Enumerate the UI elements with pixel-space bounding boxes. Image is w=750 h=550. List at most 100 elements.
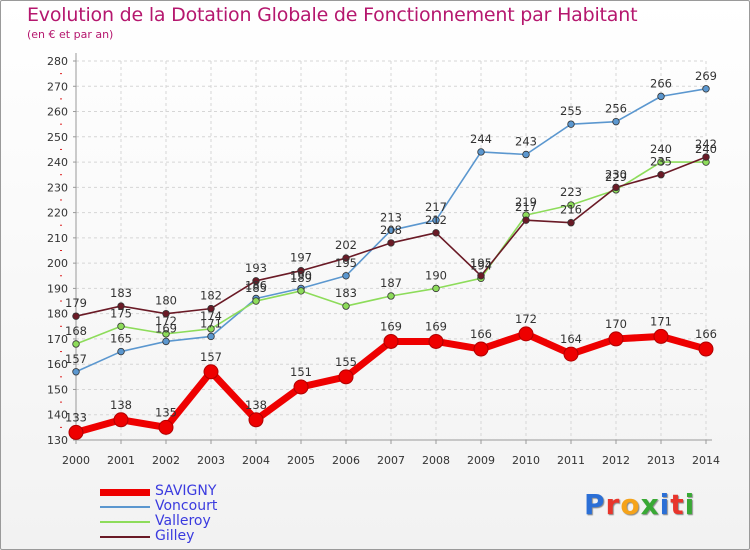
- point-valleroy: [432, 284, 440, 293]
- value-label-valleroy: 240: [650, 142, 672, 156]
- value-label-valleroy: 183: [335, 286, 357, 300]
- point-savigny: [248, 412, 264, 428]
- value-label-voncourt: 255: [560, 104, 582, 118]
- chart-subtitle: (en € et par an): [27, 28, 114, 41]
- value-label-savigny: 138: [110, 398, 132, 412]
- legend-label-savigny: SAVIGNY: [155, 483, 217, 499]
- value-label-savigny: 164: [560, 332, 582, 346]
- point-valleroy: [297, 287, 305, 295]
- point-gilley: [297, 267, 305, 275]
- point-gilley: [207, 304, 215, 313]
- grid-layer: [75, 60, 707, 441]
- x-tick-label: 2003: [197, 454, 225, 467]
- x-tick-label: 2004: [242, 454, 270, 467]
- point-gilley: [117, 302, 125, 310]
- x-tick-label: 2005: [287, 454, 315, 467]
- x-tick-label: 2007: [377, 454, 405, 467]
- point-valleroy: [657, 158, 665, 166]
- point-gilley: [72, 312, 80, 320]
- value-label-voncourt: 157: [65, 352, 87, 366]
- legend-swatch-gilley: [100, 536, 150, 538]
- value-label-gilley: 217: [515, 200, 537, 214]
- x-tick-label: 2008: [422, 454, 450, 467]
- x-tick-label: 2013: [647, 454, 675, 467]
- value-label-savigny: 166: [470, 327, 492, 341]
- point-valleroy: [387, 292, 395, 300]
- point-voncourt: [432, 216, 440, 224]
- y-tick-label: 150: [47, 383, 68, 396]
- point-voncourt: [207, 332, 215, 341]
- legend-swatch-savigny: [100, 488, 150, 496]
- proxiti-logo: Proxiti: [584, 488, 695, 521]
- point-savigny: [383, 333, 399, 349]
- logo-letter: P: [584, 488, 606, 521]
- value-label-gilley: 212: [425, 213, 447, 227]
- value-label-savigny: 169: [380, 319, 402, 333]
- chart-title: Evolution de la Dotation Globale de Fonc…: [27, 4, 638, 26]
- x-tick-label: 2012: [602, 454, 630, 467]
- axis-layer: 130 140 150 160 170 180 190 200 210 220 230 240 250 2…: [47, 53, 720, 467]
- value-label-valleroy: 172: [155, 314, 177, 328]
- y-tick-label: 180: [47, 308, 68, 321]
- y-tick-label: 160: [47, 358, 68, 371]
- value-label-savigny: 138: [245, 398, 267, 412]
- point-gilley: [252, 277, 260, 285]
- value-label-voncourt: 256: [605, 102, 627, 116]
- value-label-valleroy: 219: [515, 195, 537, 209]
- series-layer: [68, 85, 714, 440]
- value-label-valleroy: 229: [605, 170, 627, 184]
- y-tick-label: 200: [47, 257, 68, 270]
- y-tick-label: 190: [47, 282, 68, 295]
- x-tick-label: 2001: [107, 454, 135, 467]
- value-label-voncourt: 186: [245, 279, 267, 293]
- point-valleroy: [252, 297, 260, 305]
- x-tick-label: 2014: [692, 454, 720, 467]
- point-savigny: [293, 379, 309, 395]
- y-tick-label: 240: [47, 156, 68, 169]
- legend-swatch-valleroy: [100, 521, 150, 523]
- point-valleroy: [162, 330, 170, 338]
- value-label-gilley: 208: [380, 223, 402, 237]
- value-label-valleroy: 168: [65, 324, 87, 338]
- x-tick-label: 2002: [152, 454, 180, 467]
- y-tick-label: 220: [47, 207, 68, 220]
- value-label-savigny: 157: [200, 350, 222, 364]
- value-label-gilley: 235: [650, 155, 672, 169]
- point-voncourt: [117, 347, 125, 356]
- value-label-voncourt: 190: [290, 268, 312, 282]
- point-voncourt: [702, 85, 710, 93]
- value-label-savigny: 133: [65, 410, 87, 424]
- x-tick-label: 2011: [557, 454, 585, 467]
- value-label-gilley: 242: [695, 137, 717, 151]
- value-label-voncourt: 195: [335, 256, 357, 270]
- value-label-gilley: 183: [110, 286, 132, 300]
- point-savigny: [203, 364, 219, 380]
- point-voncourt: [477, 148, 485, 156]
- point-savigny: [608, 331, 624, 347]
- value-label-savigny: 170: [605, 317, 627, 331]
- value-label-savigny: 151: [290, 365, 312, 379]
- point-savigny: [563, 346, 579, 362]
- value-label-gilley: 216: [560, 203, 582, 217]
- point-savigny: [113, 412, 129, 428]
- value-label-voncourt: 165: [110, 332, 132, 346]
- value-label-valleroy: 194: [470, 258, 492, 272]
- x-tick-label: 2010: [512, 454, 540, 467]
- value-label-voncourt: 266: [650, 76, 672, 90]
- value-label-valleroy: 223: [560, 185, 582, 199]
- value-label-gilley: 180: [155, 294, 177, 308]
- point-savigny: [338, 369, 354, 385]
- value-label-valleroy: 240: [695, 142, 717, 156]
- value-label-voncourt: 217: [425, 200, 447, 214]
- x-tick-label: 2000: [62, 454, 90, 467]
- point-gilley: [657, 170, 665, 179]
- point-gilley: [477, 272, 485, 280]
- point-gilley: [387, 239, 395, 247]
- value-label-voncourt: 243: [515, 134, 537, 148]
- y-tick-label: 280: [47, 55, 68, 68]
- legend-label-gilley: Gilley: [155, 528, 195, 544]
- value-label-voncourt: 269: [695, 69, 717, 83]
- point-voncourt: [162, 337, 170, 346]
- value-label-gilley: 202: [335, 238, 357, 252]
- point-voncourt: [72, 368, 80, 376]
